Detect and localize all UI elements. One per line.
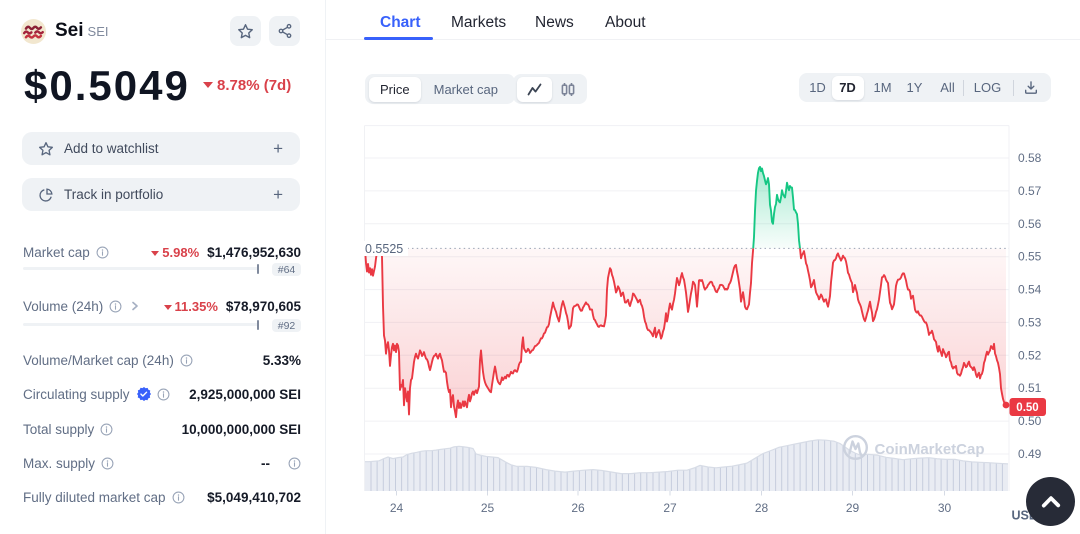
svg-text:0.50: 0.50 xyxy=(1016,402,1038,414)
svg-text:27: 27 xyxy=(663,501,677,515)
svg-text:0.5525: 0.5525 xyxy=(365,242,403,256)
svg-text:0.55: 0.55 xyxy=(1018,250,1042,264)
svg-text:0.50: 0.50 xyxy=(1018,414,1042,428)
svg-text:0.49: 0.49 xyxy=(1018,447,1042,461)
svg-text:CoinMarketCap: CoinMarketCap xyxy=(875,441,985,458)
svg-text:0.53: 0.53 xyxy=(1018,315,1042,329)
svg-text:0.57: 0.57 xyxy=(1018,184,1042,198)
svg-text:0.54: 0.54 xyxy=(1018,283,1042,297)
svg-text:30: 30 xyxy=(938,501,952,515)
svg-text:0.51: 0.51 xyxy=(1018,381,1042,395)
svg-text:0.52: 0.52 xyxy=(1018,348,1042,362)
svg-text:24: 24 xyxy=(390,501,404,515)
svg-text:28: 28 xyxy=(755,501,769,515)
svg-text:26: 26 xyxy=(571,501,585,515)
svg-text:29: 29 xyxy=(846,501,860,515)
svg-text:25: 25 xyxy=(481,501,495,515)
svg-text:0.56: 0.56 xyxy=(1018,217,1042,231)
svg-text:0.58: 0.58 xyxy=(1018,151,1042,165)
